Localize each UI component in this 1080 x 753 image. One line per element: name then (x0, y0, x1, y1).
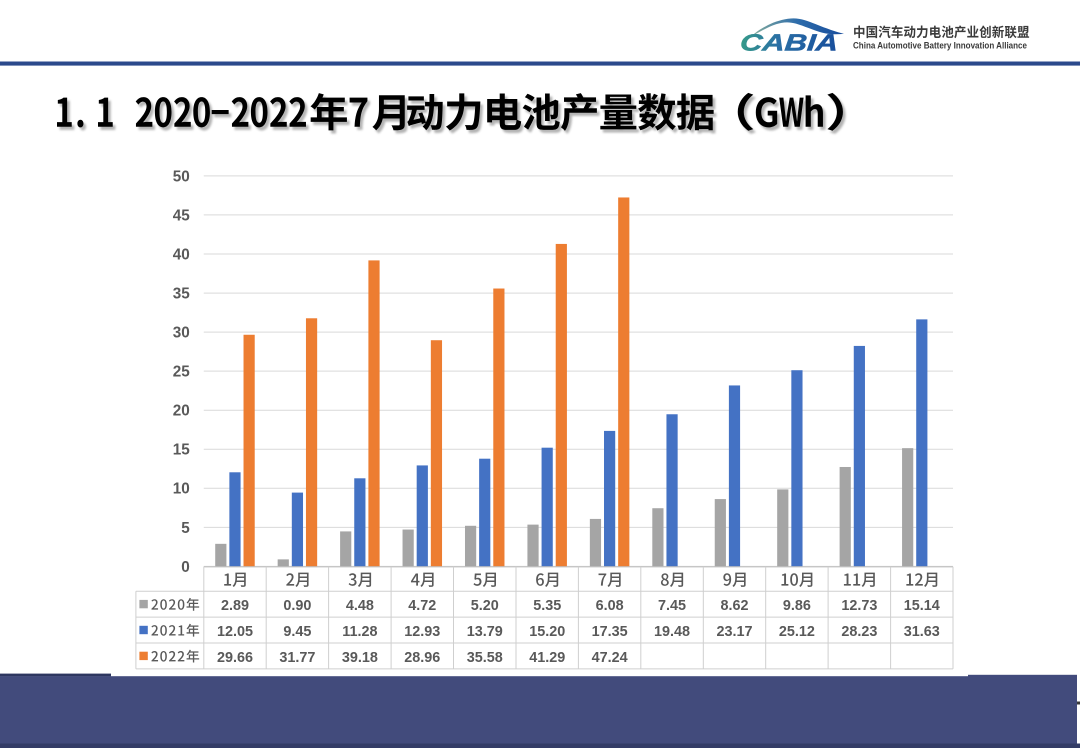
svg-text:7.45: 7.45 (658, 598, 686, 614)
svg-text:8.62: 8.62 (720, 598, 748, 614)
svg-text:39.18: 39.18 (342, 650, 378, 666)
svg-text:13.79: 13.79 (467, 624, 503, 640)
svg-text:28.96: 28.96 (404, 650, 440, 666)
svg-text:12.93: 12.93 (404, 624, 440, 640)
svg-text:30: 30 (173, 325, 190, 342)
svg-text:25.12: 25.12 (779, 624, 815, 640)
svg-text:28.23: 28.23 (841, 624, 877, 640)
svg-text:12.05: 12.05 (217, 624, 253, 640)
svg-text:5.35: 5.35 (533, 598, 561, 614)
svg-text:20: 20 (173, 403, 190, 420)
svg-text:4.72: 4.72 (408, 598, 436, 614)
svg-text:45: 45 (173, 207, 191, 224)
svg-text:6.08: 6.08 (596, 598, 624, 614)
svg-text:9.45: 9.45 (283, 624, 311, 640)
svg-text:0.90: 0.90 (283, 598, 311, 614)
svg-text:31.77: 31.77 (279, 650, 315, 666)
svg-text:China Automotive Battery Innov: China Automotive Battery Innovation Alli… (853, 41, 1027, 52)
svg-text:CABIA: CABIA (739, 30, 839, 56)
svg-text:0: 0 (181, 559, 190, 576)
svg-text:29.66: 29.66 (217, 650, 253, 666)
svg-text:2.89: 2.89 (221, 598, 249, 614)
svg-text:19.48: 19.48 (654, 624, 690, 640)
svg-text:25: 25 (173, 364, 191, 381)
svg-text:11.28: 11.28 (342, 624, 377, 640)
svg-text:23.17: 23.17 (716, 624, 752, 640)
svg-text:10: 10 (173, 481, 190, 498)
svg-text:35: 35 (173, 285, 191, 302)
svg-text:15.14: 15.14 (904, 598, 940, 614)
svg-text:15.20: 15.20 (529, 624, 565, 640)
svg-text:47.24: 47.24 (592, 650, 628, 666)
svg-text:4.48: 4.48 (346, 598, 374, 614)
svg-text:17.35: 17.35 (592, 624, 628, 640)
svg-text:12.73: 12.73 (841, 598, 877, 614)
svg-text:9.86: 9.86 (783, 598, 811, 614)
svg-text:5.20: 5.20 (471, 598, 499, 614)
svg-text:40: 40 (173, 246, 190, 263)
svg-text:5: 5 (181, 520, 190, 537)
svg-text:31.63: 31.63 (904, 624, 940, 640)
svg-text:35.58: 35.58 (467, 650, 503, 666)
svg-text:50: 50 (173, 168, 190, 185)
svg-text:41.29: 41.29 (529, 650, 565, 666)
svg-text:15: 15 (173, 442, 191, 459)
